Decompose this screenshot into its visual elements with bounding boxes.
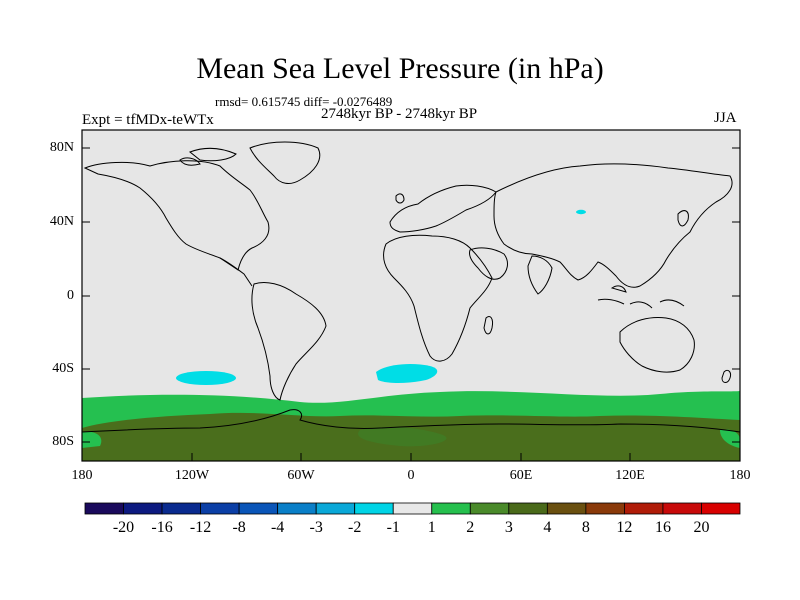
colorbar-swatch <box>662 502 702 515</box>
x-tick-60w: 60W <box>287 468 315 483</box>
plot-title: Mean Sea Level Pressure (in hPa) <box>196 52 604 85</box>
colorbar-swatch <box>315 502 356 515</box>
coastline-arabia <box>469 247 508 280</box>
colorbar-label: 4 <box>543 519 552 536</box>
rmsd-diff-stats: rmsd= 0.615745 diff= -0.0276489 <box>215 94 393 109</box>
colorbar-swatch <box>431 502 471 515</box>
coastline-madagascar <box>483 315 493 335</box>
coastline-australia <box>619 317 695 373</box>
season-label: JJA <box>714 110 737 126</box>
colorbar-label: 12 <box>616 519 633 536</box>
coastline-greenland <box>249 141 321 184</box>
colorbar-label: -8 <box>232 519 246 536</box>
colorbar-label: 1 <box>427 519 436 536</box>
colorbar-swatch <box>200 502 240 515</box>
coastline-europe <box>389 184 497 233</box>
colorbar-swatch <box>354 502 394 515</box>
colorbar-swatch <box>469 502 510 515</box>
colorbar <box>84 502 741 515</box>
colorbar-swatch <box>546 502 587 515</box>
colorbar-label: -12 <box>189 519 212 536</box>
colorbar-swatch <box>392 502 433 515</box>
x-tick-0: 0 <box>407 468 415 483</box>
x-tick-120w: 120W <box>174 468 210 483</box>
colorbar-swatch <box>238 502 279 515</box>
y-tick-80s: 80S <box>52 434 74 449</box>
y-tick-40s: 40S <box>52 361 74 376</box>
antarctic-lighter-patch <box>358 427 447 447</box>
colorbar-swatch <box>585 502 625 515</box>
x-tick-60e: 60E <box>509 468 533 483</box>
colorbar-swatch <box>84 502 124 515</box>
coastline-arctic-islands <box>179 147 237 166</box>
axis-ticks <box>82 147 740 461</box>
colorbar-swatch <box>701 502 741 515</box>
coastlines <box>81 141 741 433</box>
coastline-south-america <box>251 281 327 401</box>
south-pacific-negative-anomaly <box>176 371 236 385</box>
antarctic-green-edge-right <box>720 429 740 448</box>
colorbar-label: -16 <box>151 519 173 536</box>
colorbar-swatch <box>624 502 664 515</box>
colorbar-label: 20 <box>693 519 710 536</box>
colorbar-label: -3 <box>309 519 323 536</box>
coastline-africa <box>383 234 493 362</box>
experiment-label: Expt = tfMDx-teWTx <box>82 112 214 128</box>
colorbar-label: -1 <box>386 519 400 536</box>
coastline-asia <box>493 163 733 288</box>
colorbar-label: 2 <box>466 519 475 536</box>
colorbar-label: 16 <box>654 519 671 536</box>
colorbar-swatch <box>508 502 548 515</box>
coastline-central-america <box>219 257 253 287</box>
y-tick-80n: 80N <box>49 140 74 155</box>
coastline-indonesia <box>597 285 685 309</box>
colorbar-label: -20 <box>112 519 135 536</box>
colorbar-swatch <box>123 502 163 515</box>
x-tick-120e: 120E <box>615 468 645 483</box>
colorbar-label: 8 <box>581 519 590 536</box>
antarctic-green-edge-left <box>82 431 102 448</box>
coastline-japan <box>677 210 689 227</box>
colorbar-swatch <box>161 502 201 515</box>
coastline-india <box>527 255 553 295</box>
colorbar-label: 3 <box>504 519 513 536</box>
time-period-label: 2748kyr BP - 2748kyr BP <box>321 106 478 122</box>
coastline-antarctica <box>81 409 741 433</box>
coastline-new-zealand <box>721 369 731 383</box>
y-tick-40n: 40N <box>49 214 74 229</box>
x-tick-180e: 180 <box>729 468 751 483</box>
central-asia-negative-anomaly <box>576 209 586 215</box>
south-atlantic-negative-anomaly <box>376 364 438 383</box>
x-tick-180w: 180 <box>71 468 93 483</box>
colorbar-swatch <box>277 502 317 515</box>
colorbar-label: -4 <box>270 519 285 536</box>
y-tick-0: 0 <box>67 288 74 303</box>
coastline-north-america <box>83 160 270 271</box>
colorbar-label: -2 <box>348 519 362 536</box>
coastline-british-isles <box>395 193 405 204</box>
